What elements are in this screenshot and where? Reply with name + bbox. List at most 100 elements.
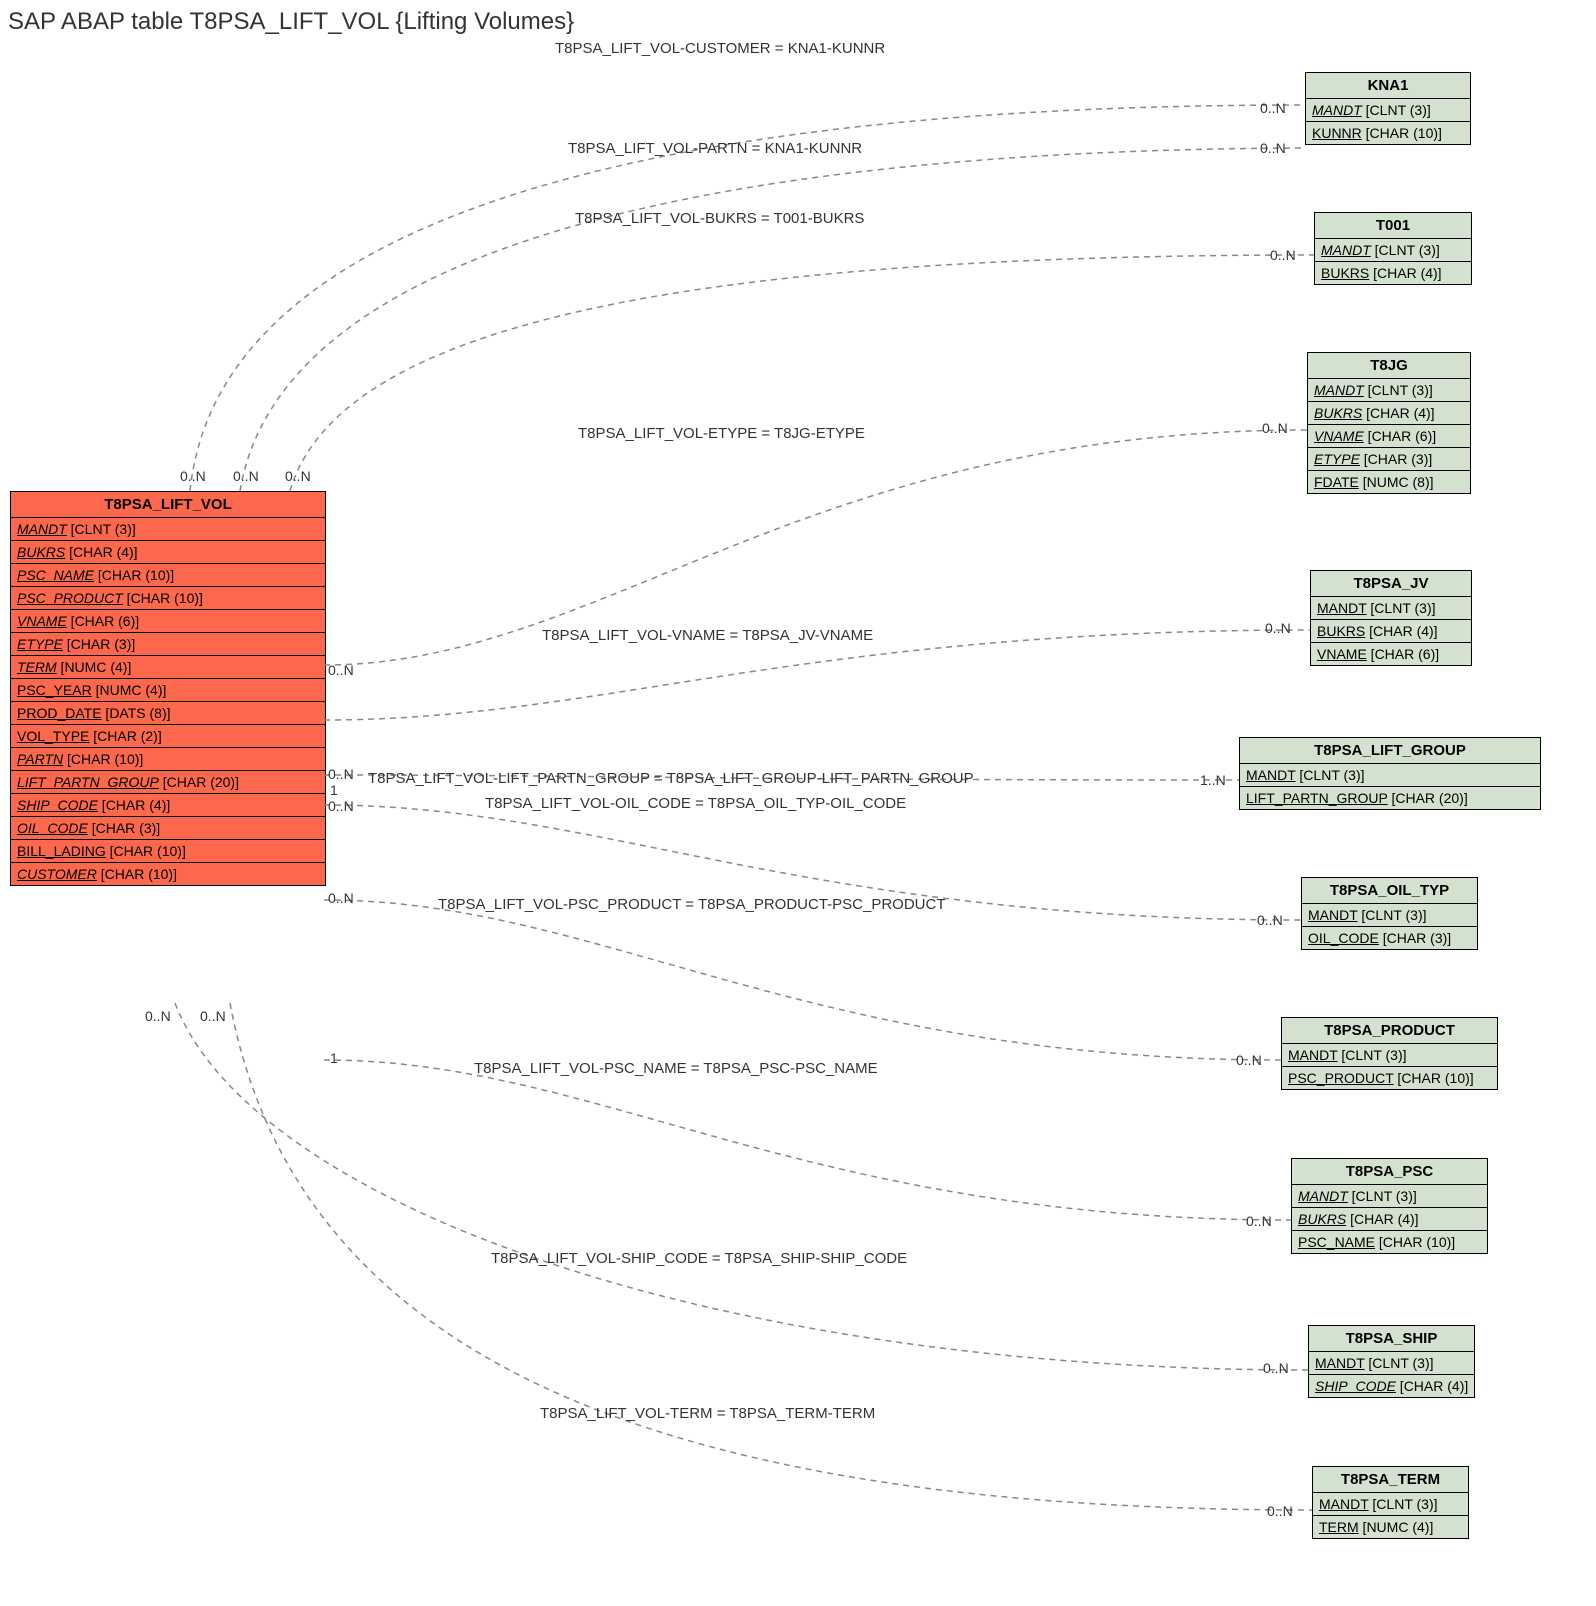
- entity-t8psa_term: T8PSA_TERMMANDT [CLNT (3)]TERM [NUMC (4)…: [1312, 1466, 1469, 1539]
- entity-field: BUKRS [CHAR (4)]: [1311, 620, 1471, 643]
- entity-field: MANDT [CLNT (3)]: [11, 518, 325, 541]
- entity-field: PSC_PRODUCT [CHAR (10)]: [11, 587, 325, 610]
- edge-label: T8PSA_LIFT_VOL-PSC_NAME = T8PSA_PSC-PSC_…: [474, 1060, 878, 1077]
- edge-label: T8PSA_LIFT_VOL-CUSTOMER = KNA1-KUNNR: [555, 40, 885, 57]
- entity-title: T001: [1315, 213, 1471, 239]
- cardinality-src: 1: [330, 782, 338, 798]
- cardinality-src: 0..N: [145, 1008, 171, 1024]
- entity-field: FDATE [NUMC (8)]: [1308, 471, 1470, 493]
- entity-field: VNAME [CHAR (6)]: [1308, 425, 1470, 448]
- cardinality-src: 0..N: [328, 766, 354, 782]
- diagram-title: SAP ABAP table T8PSA_LIFT_VOL {Lifting V…: [8, 8, 574, 36]
- edge-label: T8PSA_LIFT_VOL-SHIP_CODE = T8PSA_SHIP-SH…: [491, 1250, 907, 1267]
- edge-e_psc_product: [324, 900, 1281, 1060]
- cardinality-dst: 0..N: [1257, 912, 1283, 928]
- entity-field: ETYPE [CHAR (3)]: [11, 633, 325, 656]
- entity-field: SHIP_CODE [CHAR (4)]: [1309, 1375, 1474, 1397]
- entity-field: LIFT_PARTN_GROUP [CHAR (20)]: [11, 771, 325, 794]
- entity-field: MANDT [CLNT (3)]: [1315, 239, 1471, 262]
- entity-field: CUSTOMER [CHAR (10)]: [11, 863, 325, 885]
- entity-field: BUKRS [CHAR (4)]: [1308, 402, 1470, 425]
- entity-field: KUNNR [CHAR (10)]: [1306, 122, 1470, 144]
- entity-title: T8PSA_LIFT_VOL: [11, 492, 325, 518]
- entity-title: T8PSA_JV: [1311, 571, 1471, 597]
- edge-e_ship_code: [175, 1003, 1308, 1370]
- cardinality-src: 0..N: [328, 798, 354, 814]
- entity-field: PROD_DATE [DATS (8)]: [11, 702, 325, 725]
- entity-title: KNA1: [1306, 73, 1470, 99]
- entity-field: MANDT [CLNT (3)]: [1306, 99, 1470, 122]
- edge-label: T8PSA_LIFT_VOL-VNAME = T8PSA_JV-VNAME: [542, 627, 873, 644]
- cardinality-dst: 0..N: [1263, 1360, 1289, 1376]
- entity-t8psa_jv: T8PSA_JVMANDT [CLNT (3)]BUKRS [CHAR (4)]…: [1310, 570, 1472, 666]
- cardinality-dst: 0..N: [1260, 100, 1286, 116]
- cardinality-dst: 0..N: [1236, 1052, 1262, 1068]
- edge-label: T8PSA_LIFT_VOL-ETYPE = T8JG-ETYPE: [578, 425, 865, 442]
- cardinality-src: 0..N: [328, 662, 354, 678]
- entity-t001: T001MANDT [CLNT (3)]BUKRS [CHAR (4)]: [1314, 212, 1472, 285]
- entity-field: ETYPE [CHAR (3)]: [1308, 448, 1470, 471]
- cardinality-src: 0..N: [328, 890, 354, 906]
- entity-field: BILL_LADING [CHAR (10)]: [11, 840, 325, 863]
- cardinality-dst: 1..N: [1200, 772, 1226, 788]
- entity-field: MANDT [CLNT (3)]: [1313, 1493, 1468, 1516]
- entity-t8psa_psc: T8PSA_PSCMANDT [CLNT (3)]BUKRS [CHAR (4)…: [1291, 1158, 1488, 1254]
- entity-kna1: KNA1MANDT [CLNT (3)]KUNNR [CHAR (10)]: [1305, 72, 1471, 145]
- edge-label: T8PSA_LIFT_VOL-TERM = T8PSA_TERM-TERM: [540, 1405, 875, 1422]
- entity-field: MANDT [CLNT (3)]: [1292, 1185, 1487, 1208]
- edge-label: T8PSA_LIFT_VOL-PARTN = KNA1-KUNNR: [568, 140, 862, 157]
- entity-title: T8PSA_TERM: [1313, 1467, 1468, 1493]
- entity-title: T8PSA_PSC: [1292, 1159, 1487, 1185]
- entity-field: TERM [NUMC (4)]: [1313, 1516, 1468, 1538]
- entity-field: PARTN [CHAR (10)]: [11, 748, 325, 771]
- entity-field: SHIP_CODE [CHAR (4)]: [11, 794, 325, 817]
- entity-field: OIL_CODE [CHAR (3)]: [1302, 927, 1477, 949]
- entity-field: PSC_YEAR [NUMC (4)]: [11, 679, 325, 702]
- edge-label: T8PSA_LIFT_VOL-BUKRS = T001-BUKRS: [575, 210, 864, 227]
- cardinality-dst: 0..N: [1270, 247, 1296, 263]
- cardinality-src: 0..N: [180, 468, 206, 484]
- edge-e_psc_name: [324, 1060, 1291, 1220]
- entity-t8psa_oil_typ: T8PSA_OIL_TYPMANDT [CLNT (3)]OIL_CODE [C…: [1301, 877, 1478, 950]
- edge-label: T8PSA_LIFT_VOL-LIFT_PARTN_GROUP = T8PSA_…: [368, 770, 974, 787]
- entity-field: BUKRS [CHAR (4)]: [1315, 262, 1471, 284]
- entity-field: OIL_CODE [CHAR (3)]: [11, 817, 325, 840]
- entity-field: LIFT_PARTN_GROUP [CHAR (20)]: [1240, 787, 1540, 809]
- cardinality-src: 1: [330, 1050, 338, 1066]
- entity-field: PSC_NAME [CHAR (10)]: [11, 564, 325, 587]
- cardinality-dst: 0..N: [1260, 140, 1286, 156]
- entity-title: T8PSA_SHIP: [1309, 1326, 1474, 1352]
- cardinality-src: 0..N: [285, 468, 311, 484]
- entity-field: BUKRS [CHAR (4)]: [1292, 1208, 1487, 1231]
- entity-title: T8PSA_LIFT_GROUP: [1240, 738, 1540, 764]
- entity-t8psa_ship: T8PSA_SHIPMANDT [CLNT (3)]SHIP_CODE [CHA…: [1308, 1325, 1475, 1398]
- entity-t8jg: T8JGMANDT [CLNT (3)]BUKRS [CHAR (4)]VNAM…: [1307, 352, 1471, 494]
- entity-field: BUKRS [CHAR (4)]: [11, 541, 325, 564]
- entity-field: MANDT [CLNT (3)]: [1302, 904, 1477, 927]
- cardinality-dst: 0..N: [1262, 420, 1288, 436]
- entity-field: PSC_PRODUCT [CHAR (10)]: [1282, 1067, 1497, 1089]
- edge-e_bukrs: [290, 255, 1314, 491]
- cardinality-src: 0..N: [233, 468, 259, 484]
- cardinality-src: 0..N: [200, 1008, 226, 1024]
- entity-title: T8PSA_OIL_TYP: [1302, 878, 1477, 904]
- cardinality-dst: 0..N: [1267, 1503, 1293, 1519]
- entity-field: MANDT [CLNT (3)]: [1309, 1352, 1474, 1375]
- edge-label: T8PSA_LIFT_VOL-PSC_PRODUCT = T8PSA_PRODU…: [438, 896, 946, 913]
- cardinality-dst: 0..N: [1265, 620, 1291, 636]
- edge-label: T8PSA_LIFT_VOL-OIL_CODE = T8PSA_OIL_TYP-…: [485, 795, 906, 812]
- entity-field: PSC_NAME [CHAR (10)]: [1292, 1231, 1487, 1253]
- entity-field: VNAME [CHAR (6)]: [11, 610, 325, 633]
- entity-field: MANDT [CLNT (3)]: [1240, 764, 1540, 787]
- entity-t8psa_lift_vol: T8PSA_LIFT_VOLMANDT [CLNT (3)]BUKRS [CHA…: [10, 491, 326, 886]
- entity-field: TERM [NUMC (4)]: [11, 656, 325, 679]
- entity-title: T8PSA_PRODUCT: [1282, 1018, 1497, 1044]
- entity-field: MANDT [CLNT (3)]: [1282, 1044, 1497, 1067]
- entity-field: MANDT [CLNT (3)]: [1311, 597, 1471, 620]
- entity-t8psa_product: T8PSA_PRODUCTMANDT [CLNT (3)]PSC_PRODUCT…: [1281, 1017, 1498, 1090]
- entity-field: VOL_TYPE [CHAR (2)]: [11, 725, 325, 748]
- entity-title: T8JG: [1308, 353, 1470, 379]
- entity-field: MANDT [CLNT (3)]: [1308, 379, 1470, 402]
- entity-t8psa_lift_group: T8PSA_LIFT_GROUPMANDT [CLNT (3)]LIFT_PAR…: [1239, 737, 1541, 810]
- entity-field: VNAME [CHAR (6)]: [1311, 643, 1471, 665]
